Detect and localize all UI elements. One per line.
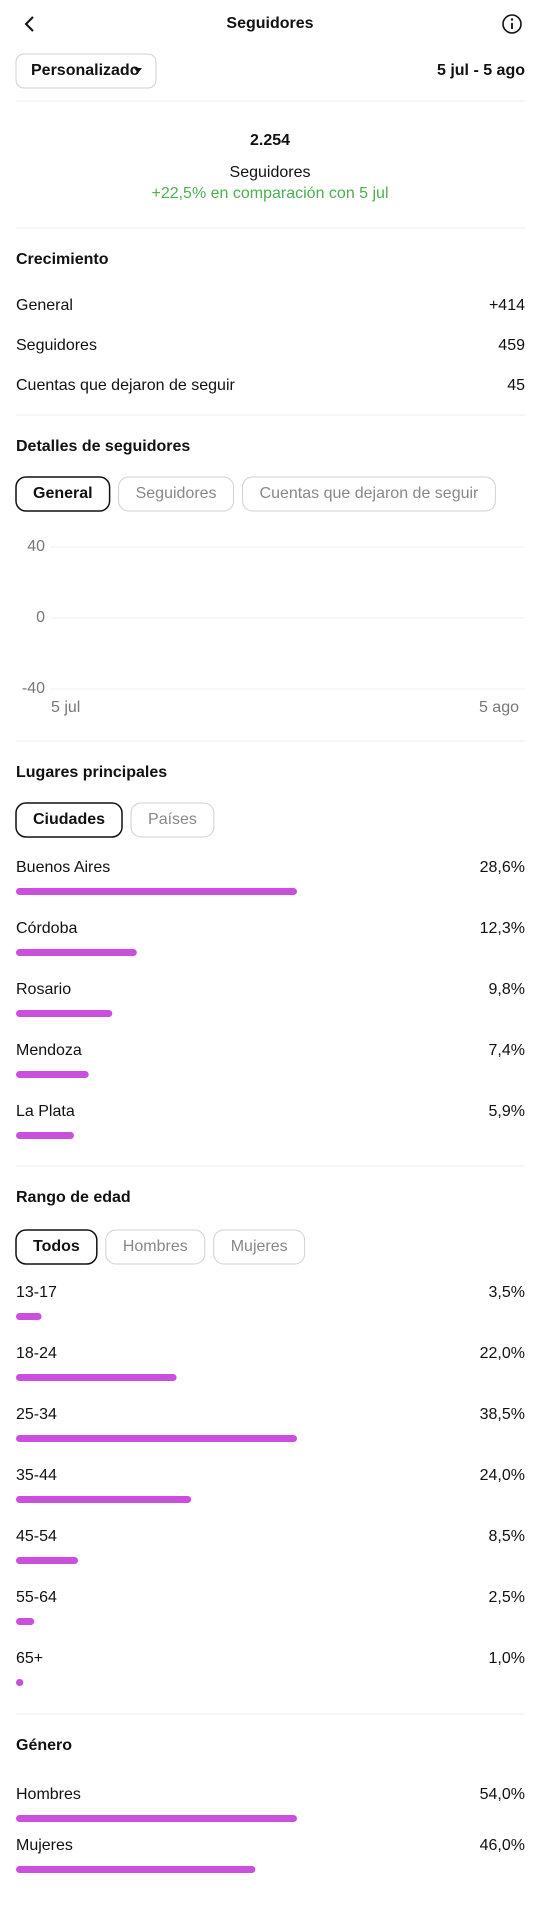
tab[interactable] xyxy=(242,476,496,512)
value-label: 5,9% xyxy=(489,1103,525,1120)
tab-label: Mujeres xyxy=(231,1238,288,1255)
caret xyxy=(134,68,142,73)
section-title: Lugares principales xyxy=(16,764,167,781)
bar-label: Córdoba xyxy=(16,920,77,937)
change: +22,5% en comparación con 5 jul xyxy=(151,185,388,202)
tab[interactable] xyxy=(15,1229,98,1265)
value-label: 9,8% xyxy=(489,981,525,998)
x-tick-label: 5 jul xyxy=(51,699,80,716)
date-range: 5 jul - 5 ago xyxy=(437,62,525,79)
back-icon[interactable] xyxy=(24,16,34,32)
growth-label: Cuentas que dejaron de seguir xyxy=(16,377,235,394)
bar xyxy=(16,1435,297,1442)
value-label: 7,4% xyxy=(489,1042,525,1059)
y-tick-label: 0 xyxy=(36,609,45,626)
header-title: Seguidores xyxy=(226,15,313,32)
bar xyxy=(16,1618,35,1625)
growth-value: 45 xyxy=(507,377,525,394)
growth-label: General xyxy=(16,297,73,314)
tab[interactable] xyxy=(15,802,123,838)
bar xyxy=(16,1496,192,1503)
tab[interactable] xyxy=(118,476,235,512)
tab[interactable] xyxy=(130,802,215,838)
x-tick-label: 5 ago xyxy=(479,699,519,716)
bar-label: 55-64 xyxy=(16,1589,57,1606)
bar xyxy=(16,1866,256,1873)
bar-label: 25-34 xyxy=(16,1406,57,1423)
section-title: Rango de edad xyxy=(16,1189,131,1206)
filter-button[interactable] xyxy=(15,53,157,89)
tab-label: Todos xyxy=(33,1238,80,1255)
bar xyxy=(16,888,297,895)
tab-label: Países xyxy=(148,811,197,828)
tab-label: Cuentas que dejaron de seguir xyxy=(260,485,479,502)
info-icon[interactable] xyxy=(502,14,522,34)
section-title: Detalles de seguidores xyxy=(16,438,190,455)
bar xyxy=(16,1313,42,1320)
section-title: Género xyxy=(16,1737,72,1754)
section-title: Crecimiento xyxy=(16,251,109,268)
bar-label: Mujeres xyxy=(16,1837,73,1854)
bar-label: Mendoza xyxy=(16,1042,82,1059)
bar-label: La Plata xyxy=(16,1103,75,1120)
bar-label: Buenos Aires xyxy=(16,859,110,876)
bar-label: 18-24 xyxy=(16,1345,57,1362)
tab-label: General xyxy=(33,485,93,502)
total-label: Seguidores xyxy=(230,164,311,181)
tab-label: Seguidores xyxy=(136,485,217,502)
value-label: 46,0% xyxy=(480,1837,525,1854)
value-label: 38,5% xyxy=(480,1406,525,1423)
bar-label: 45-54 xyxy=(16,1528,57,1545)
value-label: 22,0% xyxy=(480,1345,525,1362)
bar-label: Hombres xyxy=(16,1786,81,1803)
tab-label: Ciudades xyxy=(33,811,105,828)
bar-label: Rosario xyxy=(16,981,71,998)
bar xyxy=(16,1071,89,1078)
tab[interactable] xyxy=(213,1229,306,1265)
value-label: 1,0% xyxy=(489,1650,525,1667)
value-label: 3,5% xyxy=(489,1284,525,1301)
value-label: 12,3% xyxy=(480,920,525,937)
bar xyxy=(16,1132,74,1139)
info-icon-dot xyxy=(510,18,514,21)
bar xyxy=(16,1557,79,1564)
bar xyxy=(16,949,137,956)
bar-label: 13-17 xyxy=(16,1284,57,1301)
tab[interactable] xyxy=(105,1229,206,1265)
y-tick-label: 40 xyxy=(27,538,45,555)
growth-label: Seguidores xyxy=(16,337,97,354)
value-label: 2,5% xyxy=(489,1589,525,1606)
tab[interactable] xyxy=(15,476,111,512)
growth-value: 459 xyxy=(498,337,525,354)
bar xyxy=(16,1010,113,1017)
bar xyxy=(16,1679,24,1686)
total-followers: 2.254 xyxy=(250,132,290,149)
y-tick-label: -40 xyxy=(22,680,45,697)
bar xyxy=(16,1374,177,1381)
value-label: 54,0% xyxy=(480,1786,525,1803)
bar-label: 65+ xyxy=(16,1650,43,1667)
growth-value: +414 xyxy=(489,297,525,314)
tab-label: Hombres xyxy=(123,1238,188,1255)
value-label: 8,5% xyxy=(489,1528,525,1545)
value-label: 28,6% xyxy=(480,859,525,876)
bar-label: 35-44 xyxy=(16,1467,57,1484)
filter-button-label: Personalizado xyxy=(31,62,140,79)
bar xyxy=(16,1815,297,1822)
value-label: 24,0% xyxy=(480,1467,525,1484)
